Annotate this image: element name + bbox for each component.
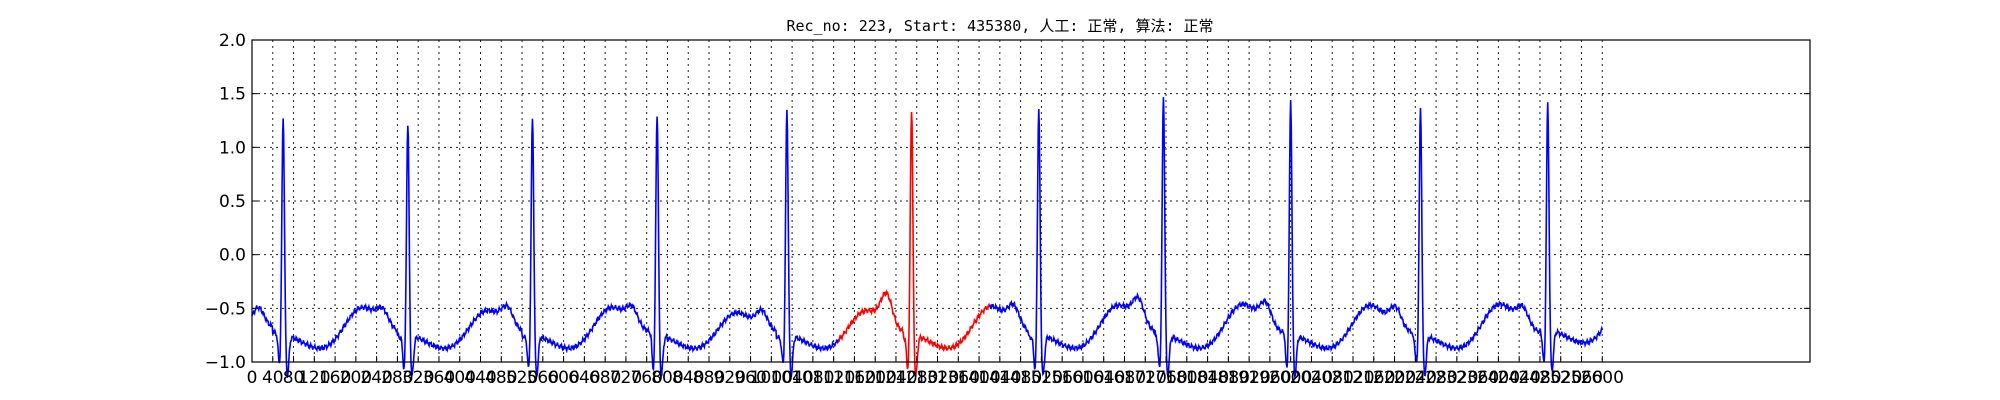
x-tick-label: 560 bbox=[527, 368, 559, 388]
x-tick-label: 400 bbox=[444, 368, 476, 388]
x-tick-label: 1760 bbox=[1144, 368, 1187, 388]
x-tick-label: 200 bbox=[340, 368, 372, 388]
x-tick-label: 680 bbox=[589, 368, 621, 388]
x-tick-label: 2560 bbox=[1560, 368, 1603, 388]
x-tick-label: 40 bbox=[262, 368, 284, 388]
x-tick-label: 1920 bbox=[1227, 368, 1270, 388]
x-tick-label: 2280 bbox=[1414, 368, 1457, 388]
x-tick-label: 2400 bbox=[1477, 368, 1520, 388]
x-tick-label: 920 bbox=[714, 368, 746, 388]
x-tick-label: 2040 bbox=[1290, 368, 1333, 388]
y-tick-label: −1.0 bbox=[205, 353, 246, 373]
x-tick-label: 960 bbox=[734, 368, 766, 388]
x-tick-label: 760 bbox=[630, 368, 662, 388]
series-highlight-segment bbox=[838, 112, 991, 376]
x-tick-label: 480 bbox=[485, 368, 517, 388]
x-tick-label: 2440 bbox=[1498, 368, 1541, 388]
x-tick-label: 600 bbox=[547, 368, 579, 388]
x-tick-label: 1000 bbox=[750, 368, 793, 388]
x-tick-label: 1120 bbox=[812, 368, 855, 388]
x-tick-label: 1440 bbox=[978, 368, 1021, 388]
x-tick-label: 2600 bbox=[1581, 368, 1624, 388]
x-tick-label: 1240 bbox=[874, 368, 917, 388]
x-tick-label: 1280 bbox=[895, 368, 938, 388]
x-tick-label: 1880 bbox=[1207, 368, 1250, 388]
plot-frame bbox=[251, 39, 1811, 363]
x-tick-label: 2200 bbox=[1373, 368, 1416, 388]
x-tick-label: 520 bbox=[506, 368, 538, 388]
y-tick-label: 0.5 bbox=[219, 192, 246, 212]
x-tick-label: 1640 bbox=[1082, 368, 1125, 388]
x-tick-label: 1960 bbox=[1248, 368, 1291, 388]
x-tick-label: 2240 bbox=[1394, 368, 1437, 388]
x-tick-label: 1080 bbox=[791, 368, 834, 388]
x-tick-label: 1680 bbox=[1103, 368, 1146, 388]
x-tick-label: 1400 bbox=[957, 368, 1000, 388]
series-lines bbox=[251, 97, 1604, 380]
y-tick-label: 1.5 bbox=[219, 85, 246, 105]
x-tick-label: 1040 bbox=[770, 368, 813, 388]
series-normal-segment bbox=[988, 97, 1604, 380]
x-tick-label: 2360 bbox=[1456, 368, 1499, 388]
x-tick-label: 1160 bbox=[833, 368, 876, 388]
chart-title: Rec_no: 223, Start: 435380, 人工: 正常, 算法: … bbox=[786, 17, 1213, 35]
x-tick-label: 1840 bbox=[1186, 368, 1229, 388]
x-tick-label: 1560 bbox=[1041, 368, 1084, 388]
x-tick-label: 160 bbox=[319, 368, 351, 388]
x-tick-label: 1320 bbox=[916, 368, 959, 388]
x-tick-label: 440 bbox=[464, 368, 496, 388]
x-tick-label: 2160 bbox=[1352, 368, 1395, 388]
x-tick-label: 640 bbox=[568, 368, 600, 388]
y-tick-label: −0.5 bbox=[205, 299, 246, 319]
x-tick-label: 2520 bbox=[1539, 368, 1582, 388]
x-tick-label: 0 bbox=[247, 368, 258, 388]
x-tick-label: 1520 bbox=[1020, 368, 1063, 388]
x-tick-label: 720 bbox=[610, 368, 642, 388]
y-tick-label: 0.0 bbox=[219, 246, 246, 266]
y-axis-ticks: −1.0 −0.5 0.0 0.5 1.0 1.5 2.0 bbox=[205, 31, 1810, 373]
x-axis-ticks: 0 40 8012016020024028032036040044048052056… bbox=[247, 356, 1624, 388]
x-tick-label: 2320 bbox=[1435, 368, 1478, 388]
x-tick-label: 2120 bbox=[1331, 368, 1374, 388]
y-tick-label: 2.0 bbox=[219, 31, 246, 51]
x-tick-label: 1200 bbox=[854, 368, 897, 388]
y-tick-label: 1.0 bbox=[219, 138, 246, 158]
x-tick-label: 320 bbox=[402, 368, 434, 388]
x-tick-label: 280 bbox=[381, 368, 413, 388]
x-tick-label: 80 bbox=[283, 368, 305, 388]
grid-lines bbox=[252, 40, 1810, 362]
x-tick-label: 2080 bbox=[1311, 368, 1354, 388]
x-tick-label: 2480 bbox=[1518, 368, 1561, 388]
x-tick-label: 1800 bbox=[1165, 368, 1208, 388]
x-tick-label: 800 bbox=[651, 368, 683, 388]
x-tick-label: 360 bbox=[423, 368, 455, 388]
x-tick-label: 240 bbox=[360, 368, 392, 388]
series-normal-segment bbox=[251, 109, 840, 378]
x-tick-label: 120 bbox=[298, 368, 330, 388]
x-tick-label: 1600 bbox=[1061, 368, 1104, 388]
x-tick-label: 880 bbox=[693, 368, 725, 388]
x-tick-label: 2000 bbox=[1269, 368, 1312, 388]
x-tick-label: 1480 bbox=[999, 368, 1042, 388]
x-tick-label: 1720 bbox=[1124, 368, 1167, 388]
x-tick-label: 1360 bbox=[937, 368, 980, 388]
x-tick-label: 840 bbox=[672, 368, 704, 388]
